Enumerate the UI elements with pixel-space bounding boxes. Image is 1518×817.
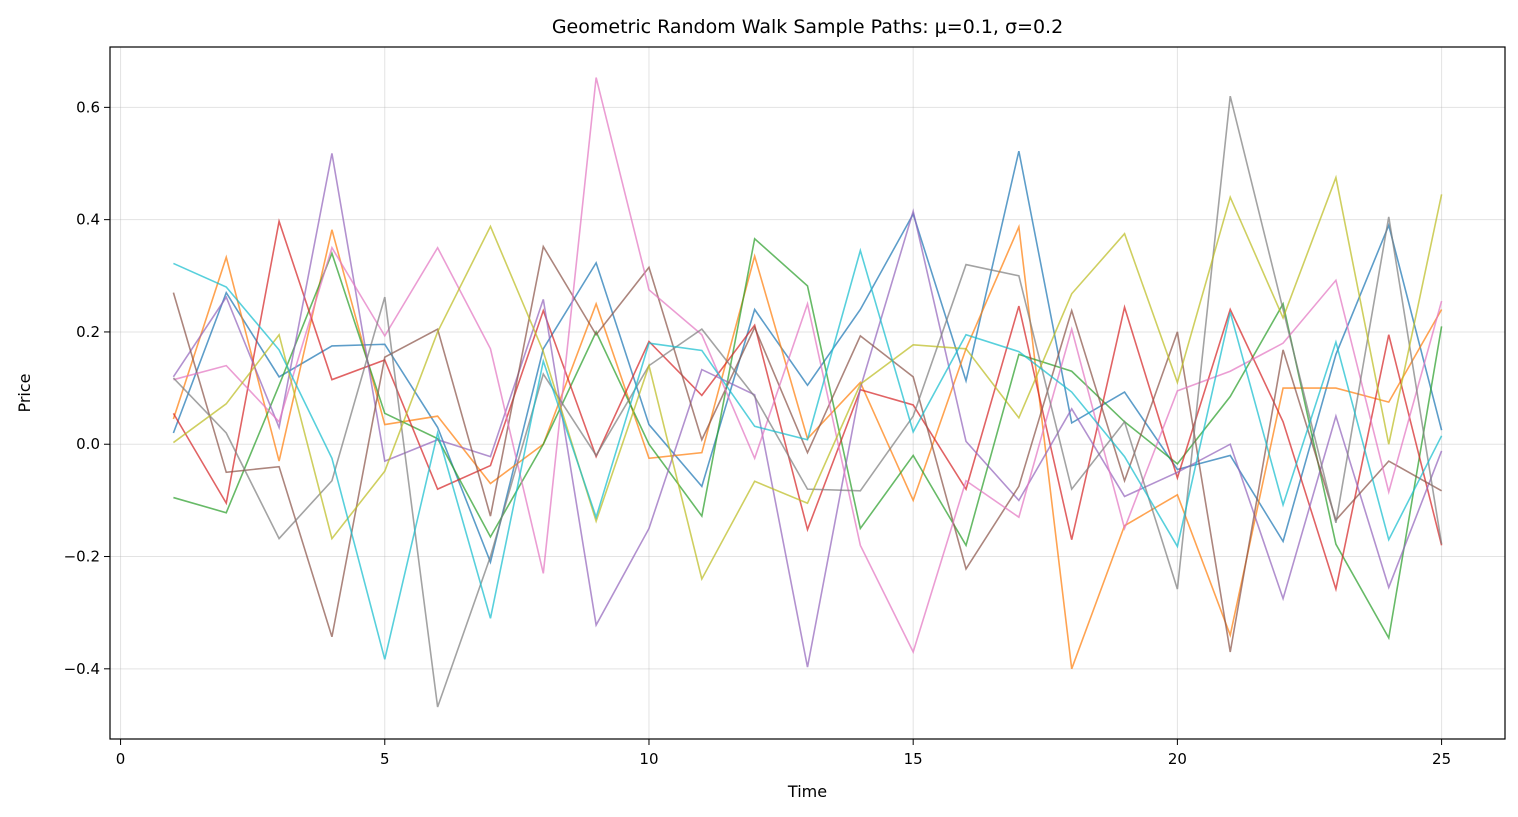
y-tick-label: −0.4: [64, 660, 100, 678]
y-tick-label: 0.2: [76, 323, 100, 341]
series-line-6: [172, 244, 1442, 653]
x-tick-label: 20: [1168, 750, 1187, 768]
series-line-7: [173, 77, 1443, 655]
series-group: [172, 77, 1443, 708]
y-tick-label: −0.2: [64, 548, 100, 566]
y-tick-label: 0.4: [76, 211, 100, 229]
chart-title: Geometric Random Walk Sample Paths: μ=0.…: [552, 16, 1063, 38]
series-line-10: [173, 247, 1443, 660]
series-line-1: [172, 150, 1443, 565]
ticks: 0 5 10 15 20 25 −0.4 −0.2 0.0 0.2 0.4 0.6: [64, 98, 1452, 768]
x-tick-label: 15: [904, 750, 923, 768]
x-tick-label: 10: [639, 750, 658, 768]
y-tick-label: 0.6: [76, 98, 100, 116]
series-line-8: [172, 95, 1443, 708]
axes-frame: [109, 46, 1506, 740]
series-line-5: [172, 153, 1443, 668]
y-axis-label: Price: [15, 373, 34, 412]
x-tick-label: 5: [380, 750, 390, 768]
y-tick-label: 0.0: [76, 435, 100, 453]
series-line-3: [173, 237, 1443, 641]
x-tick-label: 25: [1432, 750, 1451, 768]
x-tick-label: 0: [116, 750, 126, 768]
series-line-9: [172, 174, 1443, 582]
x-axis-label: Time: [787, 782, 827, 801]
